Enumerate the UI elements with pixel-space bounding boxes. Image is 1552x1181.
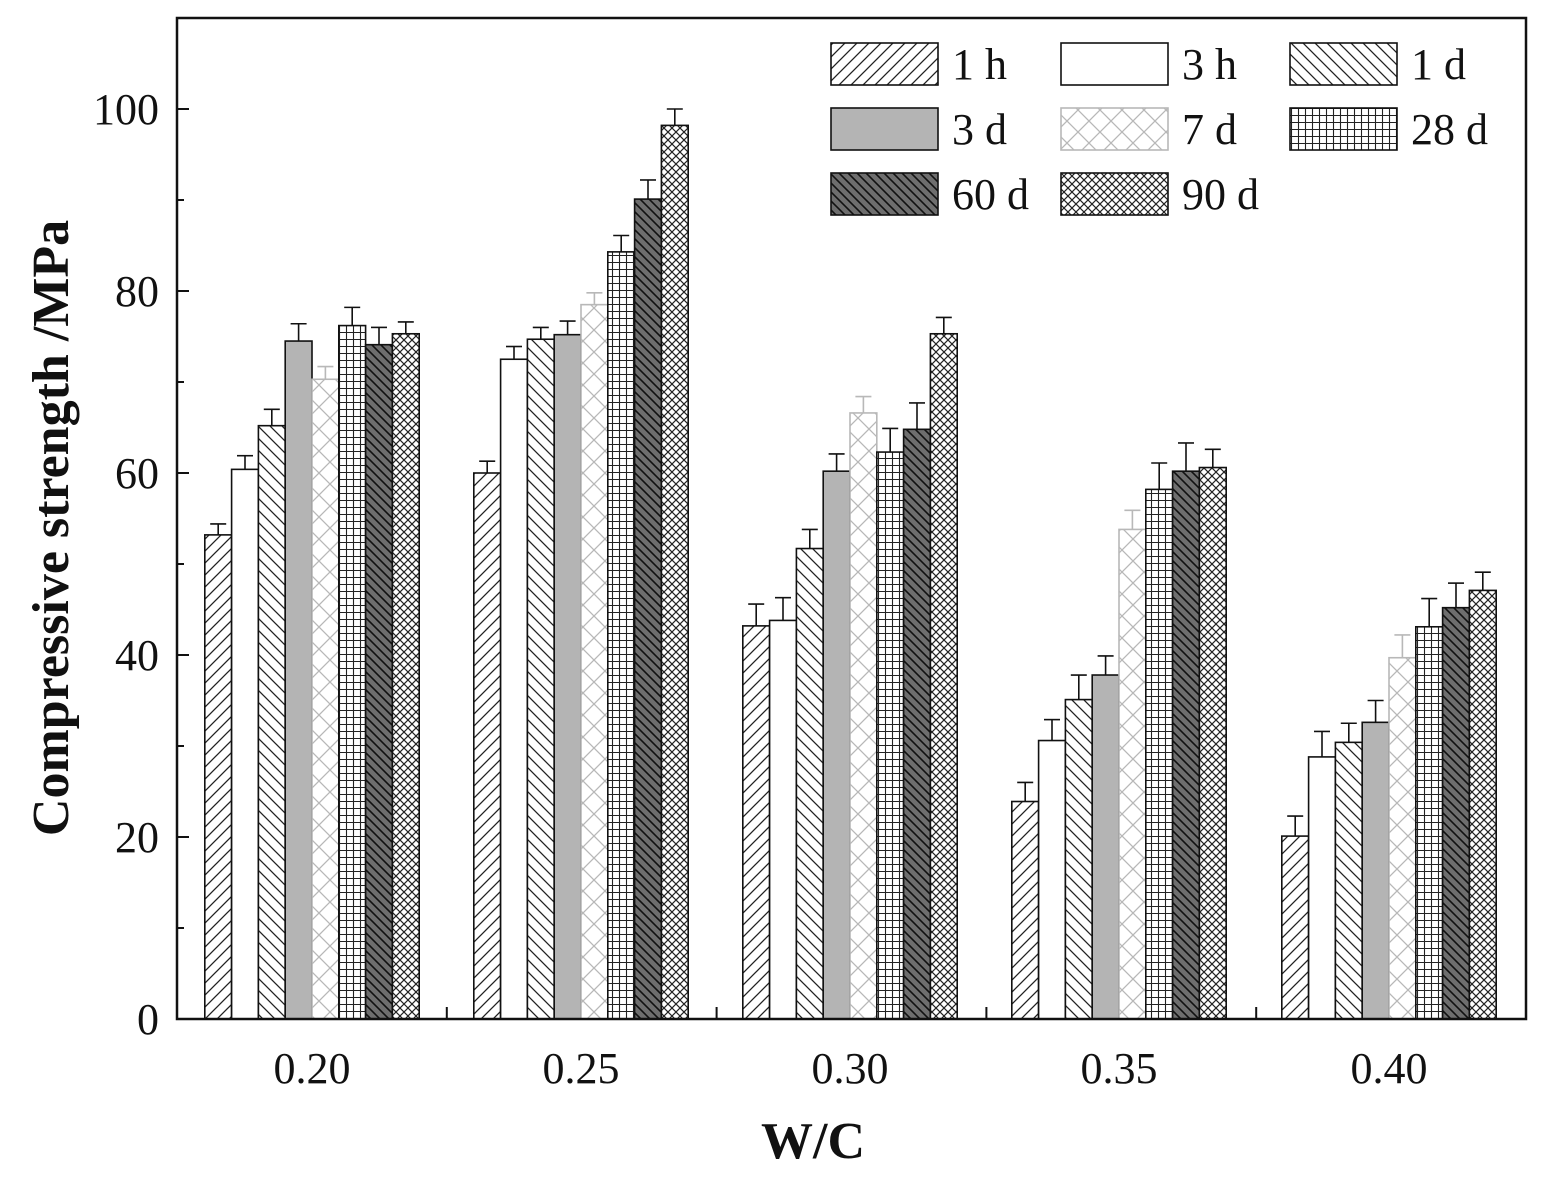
bar — [606, 251, 636, 1020]
bar — [1468, 589, 1498, 1020]
legend-swatch — [1289, 107, 1398, 151]
legend-label: 90 d — [1182, 170, 1259, 219]
bar — [311, 378, 340, 1020]
bar — [204, 534, 233, 1020]
bar — [1388, 656, 1417, 1020]
x-tick-label: 0.35 — [1081, 1044, 1158, 1093]
x-axis-title: W/C — [761, 1113, 865, 1170]
legend-label: 3 h — [1182, 40, 1237, 89]
legend-label: 28 d — [1411, 105, 1488, 154]
bar — [526, 338, 556, 1020]
bar — [1441, 606, 1471, 1020]
plot-frame — [175, 16, 1528, 1021]
bars-layer — [204, 124, 1498, 1020]
legend-swatch — [830, 172, 939, 216]
legend-label: 1 d — [1411, 40, 1466, 89]
bar — [633, 198, 663, 1020]
y-tick-label: 80 — [115, 267, 159, 316]
legend: 1 h 3 h 1 d 3 d 7 d 28 d 60 d 90 d — [830, 40, 1488, 219]
bar — [929, 332, 959, 1020]
bar — [902, 428, 932, 1020]
bar — [822, 470, 851, 1020]
legend-swatch — [1060, 172, 1169, 216]
legend-swatch — [1060, 107, 1169, 151]
x-tick-label: 0.20 — [274, 1044, 351, 1093]
bar — [553, 333, 582, 1020]
bar — [499, 358, 529, 1020]
y-tick-label: 60 — [115, 449, 159, 498]
x-axis: 0.20 0.25 0.30 0.35 0.40 — [274, 1007, 1428, 1093]
bar — [1118, 528, 1147, 1020]
bar — [849, 412, 878, 1020]
bar — [364, 343, 394, 1020]
bar — [1171, 470, 1201, 1020]
bar — [1091, 674, 1120, 1020]
bar — [1307, 756, 1337, 1020]
legend-swatch — [830, 107, 939, 151]
bar — [1334, 741, 1364, 1020]
legend-swatch — [1060, 42, 1169, 86]
bar — [660, 124, 690, 1020]
legend-label: 7 d — [1182, 105, 1237, 154]
x-tick-label: 0.25 — [543, 1044, 620, 1093]
y-tick-label: 40 — [115, 631, 159, 680]
bar — [1145, 488, 1174, 1020]
bar — [875, 451, 905, 1020]
bar — [1361, 721, 1390, 1020]
y-tick-label: 0 — [137, 995, 159, 1044]
bar — [1010, 800, 1040, 1020]
y-axis-title: Compressive strength /MPa — [23, 220, 80, 836]
bar — [1064, 698, 1094, 1020]
bar — [284, 340, 313, 1020]
legend-label: 1 h — [952, 40, 1007, 89]
bar — [580, 303, 609, 1020]
bar — [1415, 625, 1444, 1020]
bar — [472, 472, 502, 1020]
bar — [1281, 835, 1310, 1020]
y-axis: 0 20 40 60 80 100 — [93, 85, 189, 1044]
bar — [337, 324, 367, 1020]
x-tick-label: 0.30 — [812, 1044, 889, 1093]
bar — [795, 547, 825, 1020]
y-tick-label: 100 — [93, 85, 159, 134]
bar — [257, 424, 286, 1020]
error-bars-layer — [210, 108, 1491, 837]
bar — [741, 625, 771, 1020]
legend-swatch — [1289, 42, 1398, 86]
bar — [768, 619, 798, 1020]
x-tick-label: 0.40 — [1351, 1044, 1428, 1093]
bar — [1037, 739, 1067, 1020]
legend-label: 3 d — [952, 105, 1007, 154]
bar — [1198, 466, 1228, 1020]
legend-swatch — [830, 42, 939, 86]
bar — [230, 468, 260, 1020]
y-tick-label: 20 — [115, 813, 159, 862]
legend-label: 60 d — [952, 170, 1029, 219]
bar — [391, 332, 420, 1020]
